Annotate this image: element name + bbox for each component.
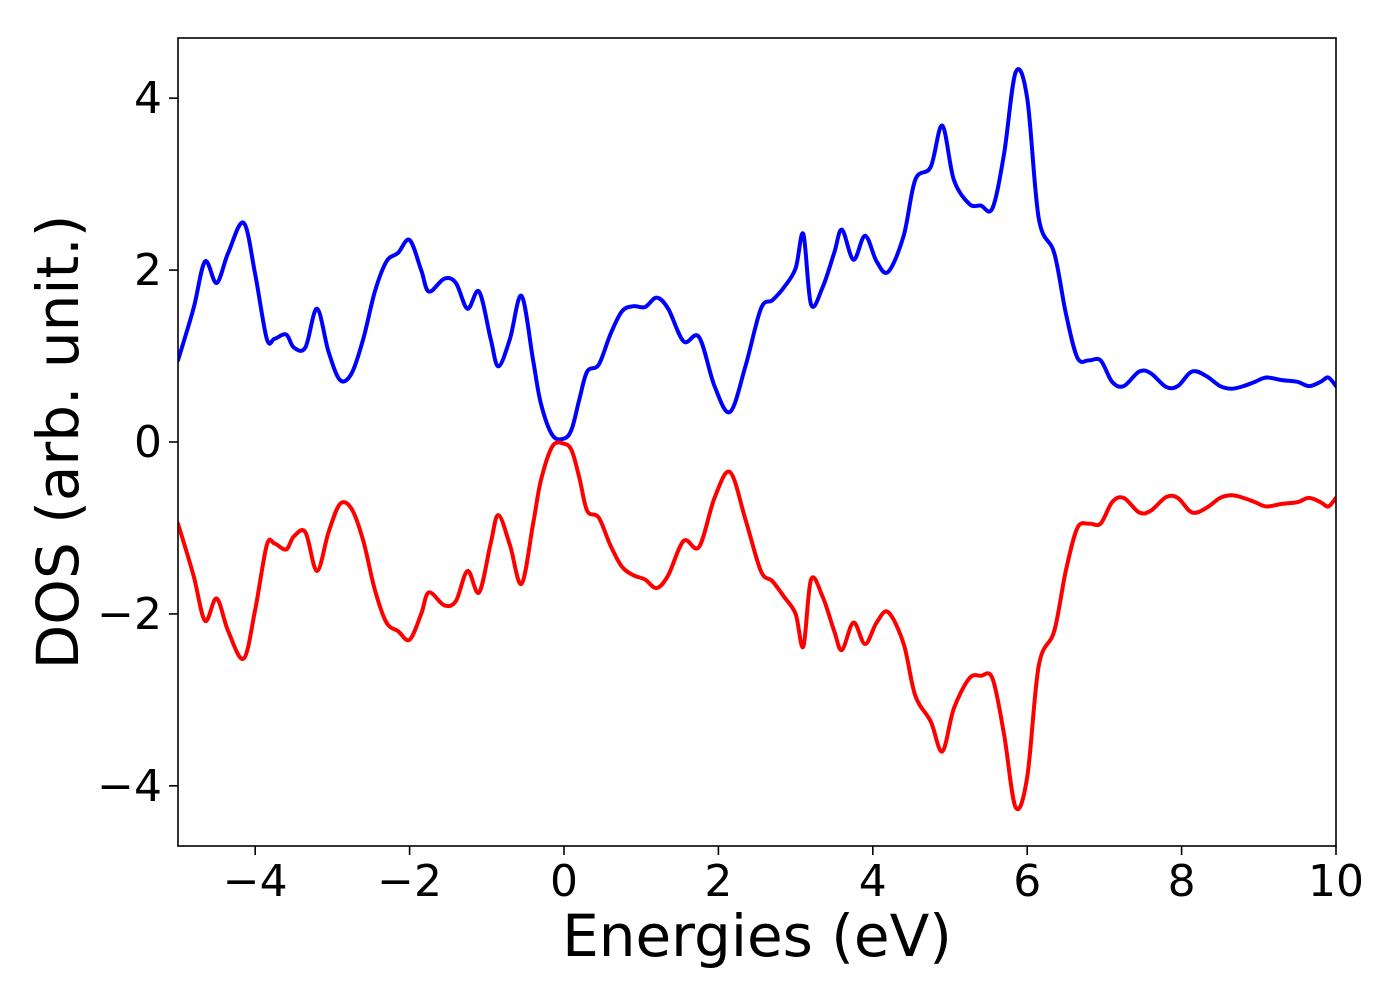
x-tick-label: 0 <box>550 856 578 907</box>
dos-series-2-line <box>178 440 1336 812</box>
y-tick-label: 0 <box>134 417 162 468</box>
x-axis-ticks: −4 −2 0 2 4 6 8 10 <box>223 846 1364 907</box>
x-axis-title: Energies (eV) <box>562 902 952 970</box>
x-tick-label: −4 <box>223 856 288 907</box>
x-tick-label: −2 <box>377 856 442 907</box>
plot-frame <box>177 37 1337 847</box>
x-tick-label: 10 <box>1308 856 1364 907</box>
x-tick-label: 6 <box>1013 856 1041 907</box>
y-tick-label: 4 <box>134 73 162 124</box>
y-tick-label: −4 <box>97 761 162 812</box>
x-tick-label: 8 <box>1168 856 1196 907</box>
y-axis-title: DOS (arb. unit.) <box>24 215 92 670</box>
series-layer <box>178 67 1336 812</box>
y-axis-ticks: −4 −2 0 2 4 <box>97 73 178 812</box>
y-tick-label: −2 <box>97 589 162 640</box>
dos-series-1-line <box>178 67 1336 442</box>
y-tick-label: 2 <box>134 245 162 296</box>
x-tick-label: 4 <box>859 856 887 907</box>
x-tick-label: 2 <box>704 856 732 907</box>
